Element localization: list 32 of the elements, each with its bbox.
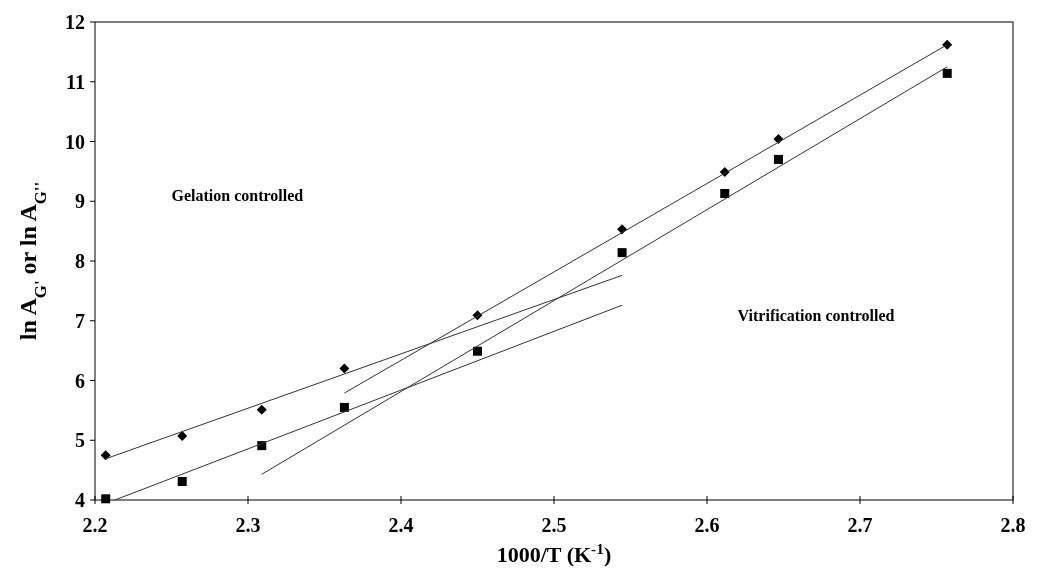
y-tick-label: 8 — [75, 250, 85, 272]
y-tick-label: 6 — [75, 369, 85, 392]
y-tick-label: 12 — [65, 11, 85, 33]
x-tick-label: 2.8 — [1000, 514, 1026, 536]
point — [942, 39, 953, 50]
x-tick-label: 2.6 — [694, 514, 720, 536]
y-tick-label: 9 — [75, 190, 85, 213]
point — [942, 68, 952, 78]
x-tick-label: 2.7 — [847, 514, 873, 536]
point — [177, 476, 187, 486]
y-tick-label: 5 — [75, 429, 85, 452]
point — [473, 346, 482, 356]
point — [256, 404, 267, 415]
point — [100, 450, 111, 461]
y-tick-label: 7 — [75, 309, 85, 332]
annotation: Gelation controlled — [171, 187, 304, 205]
y-tick-label: 11 — [66, 70, 85, 93]
y-tick-label: 10 — [65, 130, 85, 153]
point — [339, 363, 350, 374]
annotation: Vitrification controlled — [737, 306, 895, 324]
x-axis-title: 1000/T (K$^{-1}$) — [496, 539, 612, 567]
x-tick-label: 2.5 — [541, 514, 567, 536]
x-tick-label: 2.2 — [82, 514, 108, 536]
point — [617, 248, 627, 258]
x-tick-label: 2.3 — [235, 514, 261, 536]
point — [773, 154, 783, 164]
point — [720, 188, 730, 198]
y-tick-label: 4 — [75, 489, 85, 511]
point — [177, 431, 188, 442]
point — [339, 402, 349, 412]
x-tick-label: 2.4 — [388, 514, 414, 536]
point — [101, 494, 111, 504]
